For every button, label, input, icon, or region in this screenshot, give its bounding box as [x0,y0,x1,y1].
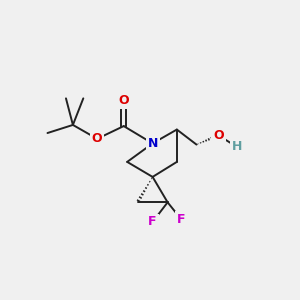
Text: O: O [92,132,103,145]
Text: O: O [213,129,224,142]
Text: O: O [118,94,129,107]
Text: H: H [232,140,242,153]
Text: F: F [177,213,186,226]
Text: F: F [148,215,157,229]
Text: N: N [147,137,158,150]
